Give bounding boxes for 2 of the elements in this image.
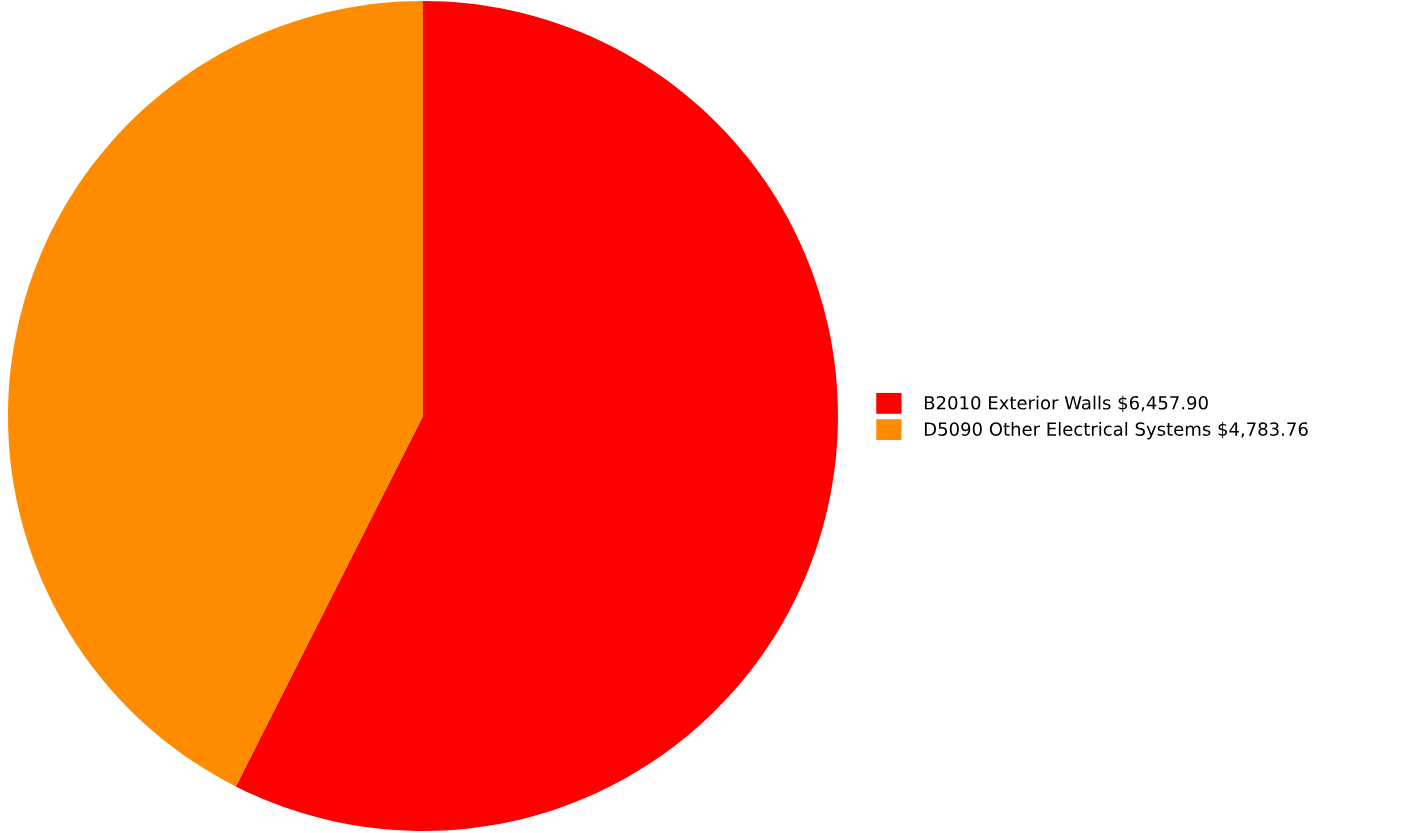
- legend-label: B2010 Exterior Walls $6,457.90: [924, 395, 1208, 413]
- legend-label: D5090 Other Electrical Systems $4,783.76: [924, 421, 1308, 440]
